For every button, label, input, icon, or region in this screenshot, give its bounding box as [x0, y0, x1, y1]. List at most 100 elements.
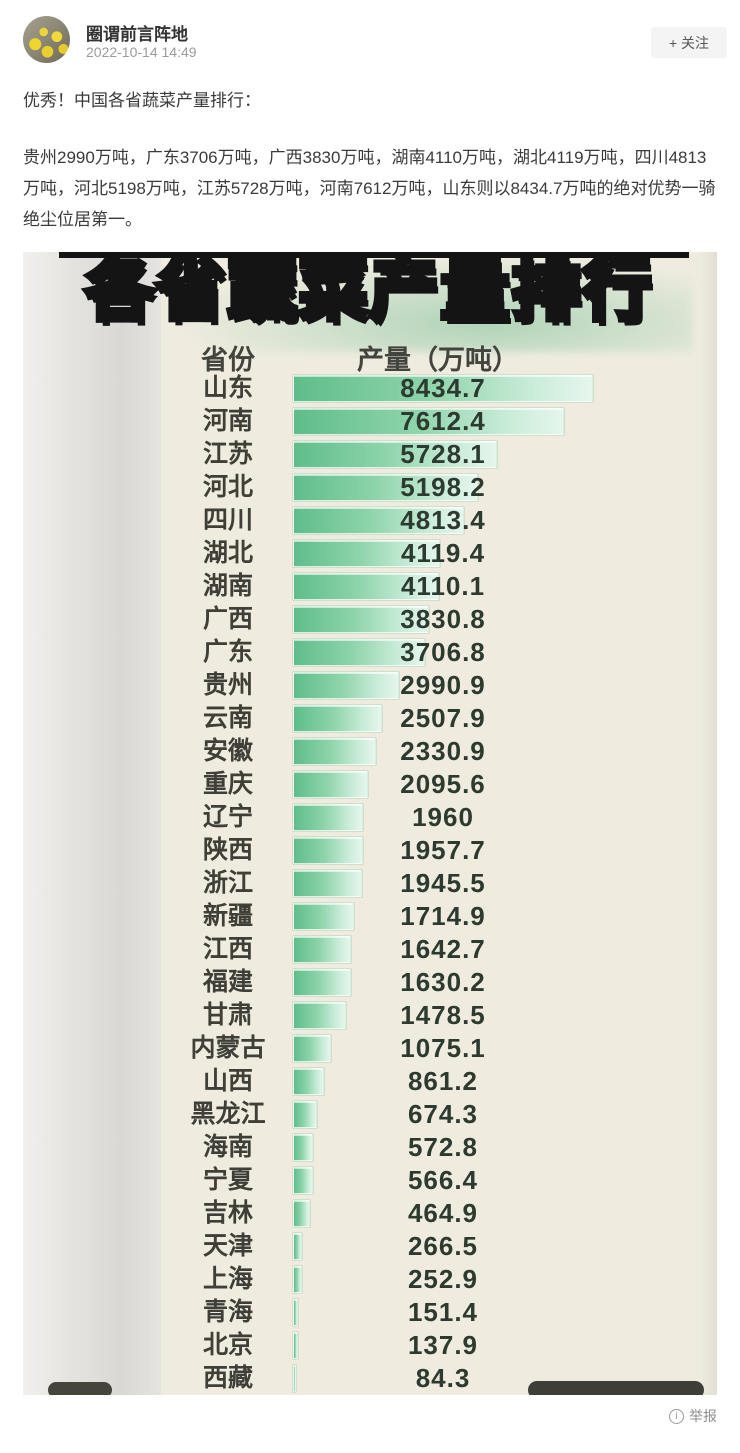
value-label: 4110.1 — [400, 571, 486, 601]
bar — [293, 375, 593, 402]
value-label: 1945.5 — [400, 868, 486, 898]
value-label: 266.5 — [407, 1231, 479, 1261]
report-link[interactable]: i 举报 — [669, 1406, 717, 1426]
table-row: 贵州 2990.9 — [23, 669, 717, 702]
bar — [293, 738, 376, 765]
table-row: 安徽 2330.9 — [23, 735, 717, 768]
bar — [293, 1068, 324, 1095]
value-label: 137.9 — [407, 1330, 479, 1360]
table-row: 浙江 1945.5 — [23, 867, 717, 900]
image-blur-left-edge — [23, 252, 161, 1395]
value-label: 1478.5 — [400, 1000, 486, 1030]
column-header-value: 产量（万吨） — [357, 345, 519, 375]
province-label: 江西 — [202, 935, 253, 963]
value-label: 1642.7 — [400, 934, 486, 964]
province-label: 西藏 — [202, 1364, 253, 1392]
bar — [293, 1233, 302, 1260]
follow-button[interactable]: + 关注 — [651, 27, 727, 58]
table-row: 四川 4813.4 — [23, 504, 717, 537]
image-top-clip-bar — [59, 252, 689, 258]
table-row: 湖南 4110.1 — [23, 570, 717, 603]
value-label: 151.4 — [407, 1297, 479, 1327]
province-label: 贵州 — [202, 671, 253, 699]
chart-rows: 山东 8434.7 河南 7612.4 江苏 5728.1 河北 5198.2 四川 4813.4… — [23, 372, 717, 1395]
bar — [293, 540, 440, 567]
post-intro-text: 优秀！中国各省蔬菜产量排行： — [23, 91, 261, 110]
chart-title: 各省蔬菜产量排行 — [83, 252, 654, 331]
value-label: 84.3 — [415, 1363, 471, 1393]
table-row: 内蒙古 1075.1 — [23, 1032, 717, 1065]
value-label: 4119.4 — [400, 538, 486, 568]
table-row: 福建 1630.2 — [23, 966, 717, 999]
bar — [293, 969, 351, 996]
province-label: 山东 — [202, 374, 253, 402]
image-right-edge — [699, 252, 717, 1395]
province-label: 上海 — [202, 1265, 253, 1293]
value-label: 2990.9 — [400, 670, 486, 700]
video-ui-pill-right — [528, 1381, 704, 1395]
value-label: 5728.1 — [400, 439, 486, 469]
value-label: 3706.8 — [400, 637, 486, 667]
table-row: 河北 5198.2 — [23, 471, 717, 504]
post-body-text: 贵州2990万吨，广东3706万吨，广西3830万吨，湖南4110万吨，湖北41… — [23, 148, 716, 229]
table-row: 上海 252.9 — [23, 1263, 717, 1296]
table-row: 山东 8434.7 — [23, 372, 717, 405]
table-row: 辽宁 1960 — [23, 801, 717, 834]
province-label: 山西 — [202, 1067, 253, 1095]
province-label: 天津 — [202, 1232, 253, 1260]
bar — [293, 474, 478, 501]
value-label: 5198.2 — [400, 472, 486, 502]
table-row: 甘肃 1478.5 — [23, 999, 717, 1032]
province-label: 辽宁 — [202, 803, 253, 831]
bar — [293, 441, 497, 468]
table-row: 青海 151.4 — [23, 1296, 717, 1329]
value-label: 464.9 — [407, 1198, 479, 1228]
video-ui-pill-left — [48, 1382, 112, 1395]
table-row: 云南 2507.9 — [23, 702, 717, 735]
bar — [293, 1200, 310, 1227]
province-label: 新疆 — [202, 902, 253, 930]
table-row: 江苏 5728.1 — [23, 438, 717, 471]
report-label: 举报 — [689, 1408, 717, 1424]
value-label: 1630.2 — [400, 967, 486, 997]
table-row: 广西 3830.8 — [23, 603, 717, 636]
value-label: 252.9 — [407, 1264, 479, 1294]
bar — [293, 408, 564, 435]
value-label: 861.2 — [407, 1066, 479, 1096]
province-label: 河北 — [202, 473, 253, 501]
bar — [293, 1266, 302, 1293]
province-label: 甘肃 — [202, 1001, 253, 1029]
province-label: 湖北 — [202, 539, 253, 567]
value-label: 572.8 — [407, 1132, 479, 1162]
table-row: 西藏 84.3 — [23, 1362, 717, 1395]
table-row: 海南 572.8 — [23, 1131, 717, 1164]
province-label: 陕西 — [202, 836, 253, 864]
post-image-chart[interactable]: 各省蔬菜产量排行 省份 产量（万吨） 山东 8434.7 河南 7612.4 江苏 572… — [23, 252, 717, 1395]
table-row: 新疆 1714.9 — [23, 900, 717, 933]
avatar[interactable] — [23, 16, 70, 63]
province-label: 海南 — [202, 1133, 253, 1161]
bar — [293, 804, 363, 831]
province-label: 青海 — [202, 1298, 253, 1326]
info-icon: i — [669, 1408, 684, 1424]
value-label: 4813.4 — [400, 505, 486, 535]
table-row: 湖北 4119.4 — [23, 537, 717, 570]
province-label: 内蒙古 — [190, 1034, 266, 1062]
bar — [293, 870, 362, 897]
table-row: 重庆 2095.6 — [23, 768, 717, 801]
table-row: 陕西 1957.7 — [23, 834, 717, 867]
table-row: 山西 861.2 — [23, 1065, 717, 1098]
table-row: 广东 3706.8 — [23, 636, 717, 669]
province-label: 重庆 — [202, 770, 253, 798]
column-header-province: 省份 — [201, 345, 255, 375]
bar — [293, 606, 429, 633]
value-label: 3830.8 — [400, 604, 486, 634]
bar — [293, 1101, 317, 1128]
province-label: 江苏 — [202, 440, 253, 468]
province-label: 湖南 — [202, 572, 253, 600]
province-label: 广西 — [202, 605, 253, 633]
bar — [293, 771, 368, 798]
username[interactable]: 圈谓前言阵地 — [86, 25, 188, 44]
value-label: 1075.1 — [400, 1033, 486, 1063]
